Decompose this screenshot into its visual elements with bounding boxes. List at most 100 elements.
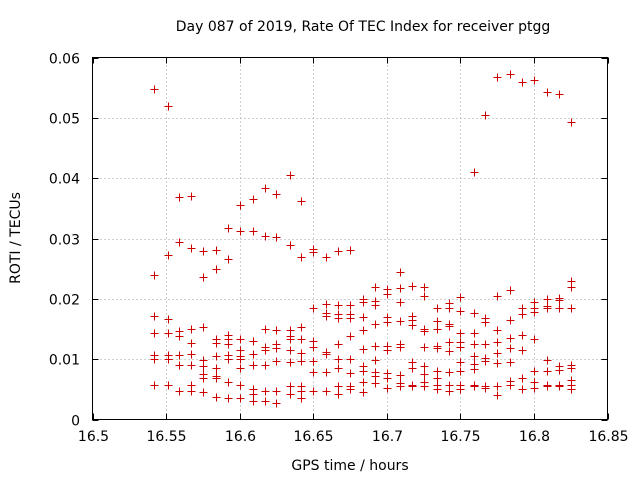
data-point <box>481 340 490 349</box>
data-point <box>506 316 515 325</box>
data-point <box>322 253 331 262</box>
data-point <box>224 340 233 349</box>
data-point <box>199 362 208 371</box>
data-point <box>518 331 527 340</box>
data-point <box>236 394 245 403</box>
data-point <box>334 382 343 391</box>
data-point <box>555 296 564 305</box>
data-point <box>236 201 245 210</box>
data-point <box>481 384 490 393</box>
data-point <box>481 318 490 327</box>
data-point <box>297 335 306 344</box>
data-point <box>470 365 479 374</box>
data-point <box>543 88 552 97</box>
data-point <box>396 343 405 352</box>
data-point <box>175 193 184 202</box>
data-point <box>346 355 355 364</box>
data-point <box>249 350 258 359</box>
data-point <box>236 355 245 364</box>
data-point <box>297 323 306 332</box>
x-tick-label: 16.5 <box>78 429 109 445</box>
data-point <box>309 387 318 396</box>
data-point <box>420 283 429 292</box>
data-point <box>224 378 233 387</box>
data-point <box>224 255 233 264</box>
data-point <box>518 385 527 394</box>
data-point <box>286 241 295 250</box>
data-point <box>543 304 552 313</box>
data-point <box>175 332 184 341</box>
data-point <box>261 361 270 370</box>
data-point <box>286 346 295 355</box>
data-point <box>456 307 465 316</box>
data-point <box>212 339 221 348</box>
data-point <box>322 350 331 359</box>
data-point <box>567 283 576 292</box>
data-point <box>297 394 306 403</box>
data-point <box>309 304 318 313</box>
data-point <box>286 171 295 180</box>
data-point <box>383 374 392 383</box>
data-point <box>272 233 281 242</box>
data-point <box>359 298 368 307</box>
data-point <box>150 271 159 280</box>
data-point <box>346 314 355 323</box>
data-point <box>164 102 173 111</box>
y-tick-label: 0.01 <box>49 353 80 369</box>
data-point <box>371 372 380 381</box>
data-point <box>236 227 245 236</box>
data-point <box>433 385 442 394</box>
data-point <box>187 387 196 396</box>
data-point <box>334 390 343 399</box>
data-point <box>445 368 454 377</box>
data-point <box>481 357 490 366</box>
data-point <box>249 361 258 370</box>
data-point <box>555 382 564 391</box>
data-point <box>470 340 479 349</box>
data-point <box>212 352 221 361</box>
data-point <box>346 332 355 341</box>
data-point <box>199 323 208 332</box>
data-point <box>212 364 221 373</box>
data-point <box>187 244 196 253</box>
y-tick-labels: 0 0.01 0.02 0.03 0.04 0.05 0.06 <box>49 52 80 430</box>
data-point <box>470 168 479 177</box>
data-point <box>371 283 380 292</box>
data-point <box>261 325 270 334</box>
data-point <box>359 378 368 387</box>
data-point <box>456 385 465 394</box>
data-point <box>359 313 368 322</box>
data-point <box>518 346 527 355</box>
data-point <box>334 247 343 256</box>
data-point <box>175 351 184 360</box>
data-point <box>445 338 454 347</box>
data-point <box>261 397 270 406</box>
data-point <box>371 379 380 388</box>
data-point <box>408 321 417 330</box>
data-point <box>530 335 539 344</box>
data-point <box>187 339 196 348</box>
data-point <box>420 370 429 379</box>
data-point <box>383 384 392 393</box>
plot-frame <box>92 57 608 420</box>
data-point <box>286 390 295 399</box>
x-tick-label: 16.75 <box>440 429 480 445</box>
data-point <box>543 295 552 304</box>
x-tick-label: 16.55 <box>146 429 186 445</box>
data-point <box>249 227 258 236</box>
data-point <box>359 345 368 354</box>
data-point <box>530 384 539 393</box>
data-point <box>199 374 208 383</box>
data-point <box>297 197 306 206</box>
data-point <box>236 335 245 344</box>
data-point <box>187 350 196 359</box>
data-point <box>470 309 479 318</box>
data-point <box>456 293 465 302</box>
data-point <box>249 337 258 346</box>
data-point <box>150 355 159 364</box>
data-point <box>518 310 527 319</box>
data-point <box>420 382 429 391</box>
data-point <box>396 371 405 380</box>
data-point <box>543 356 552 365</box>
data-point <box>420 292 429 301</box>
